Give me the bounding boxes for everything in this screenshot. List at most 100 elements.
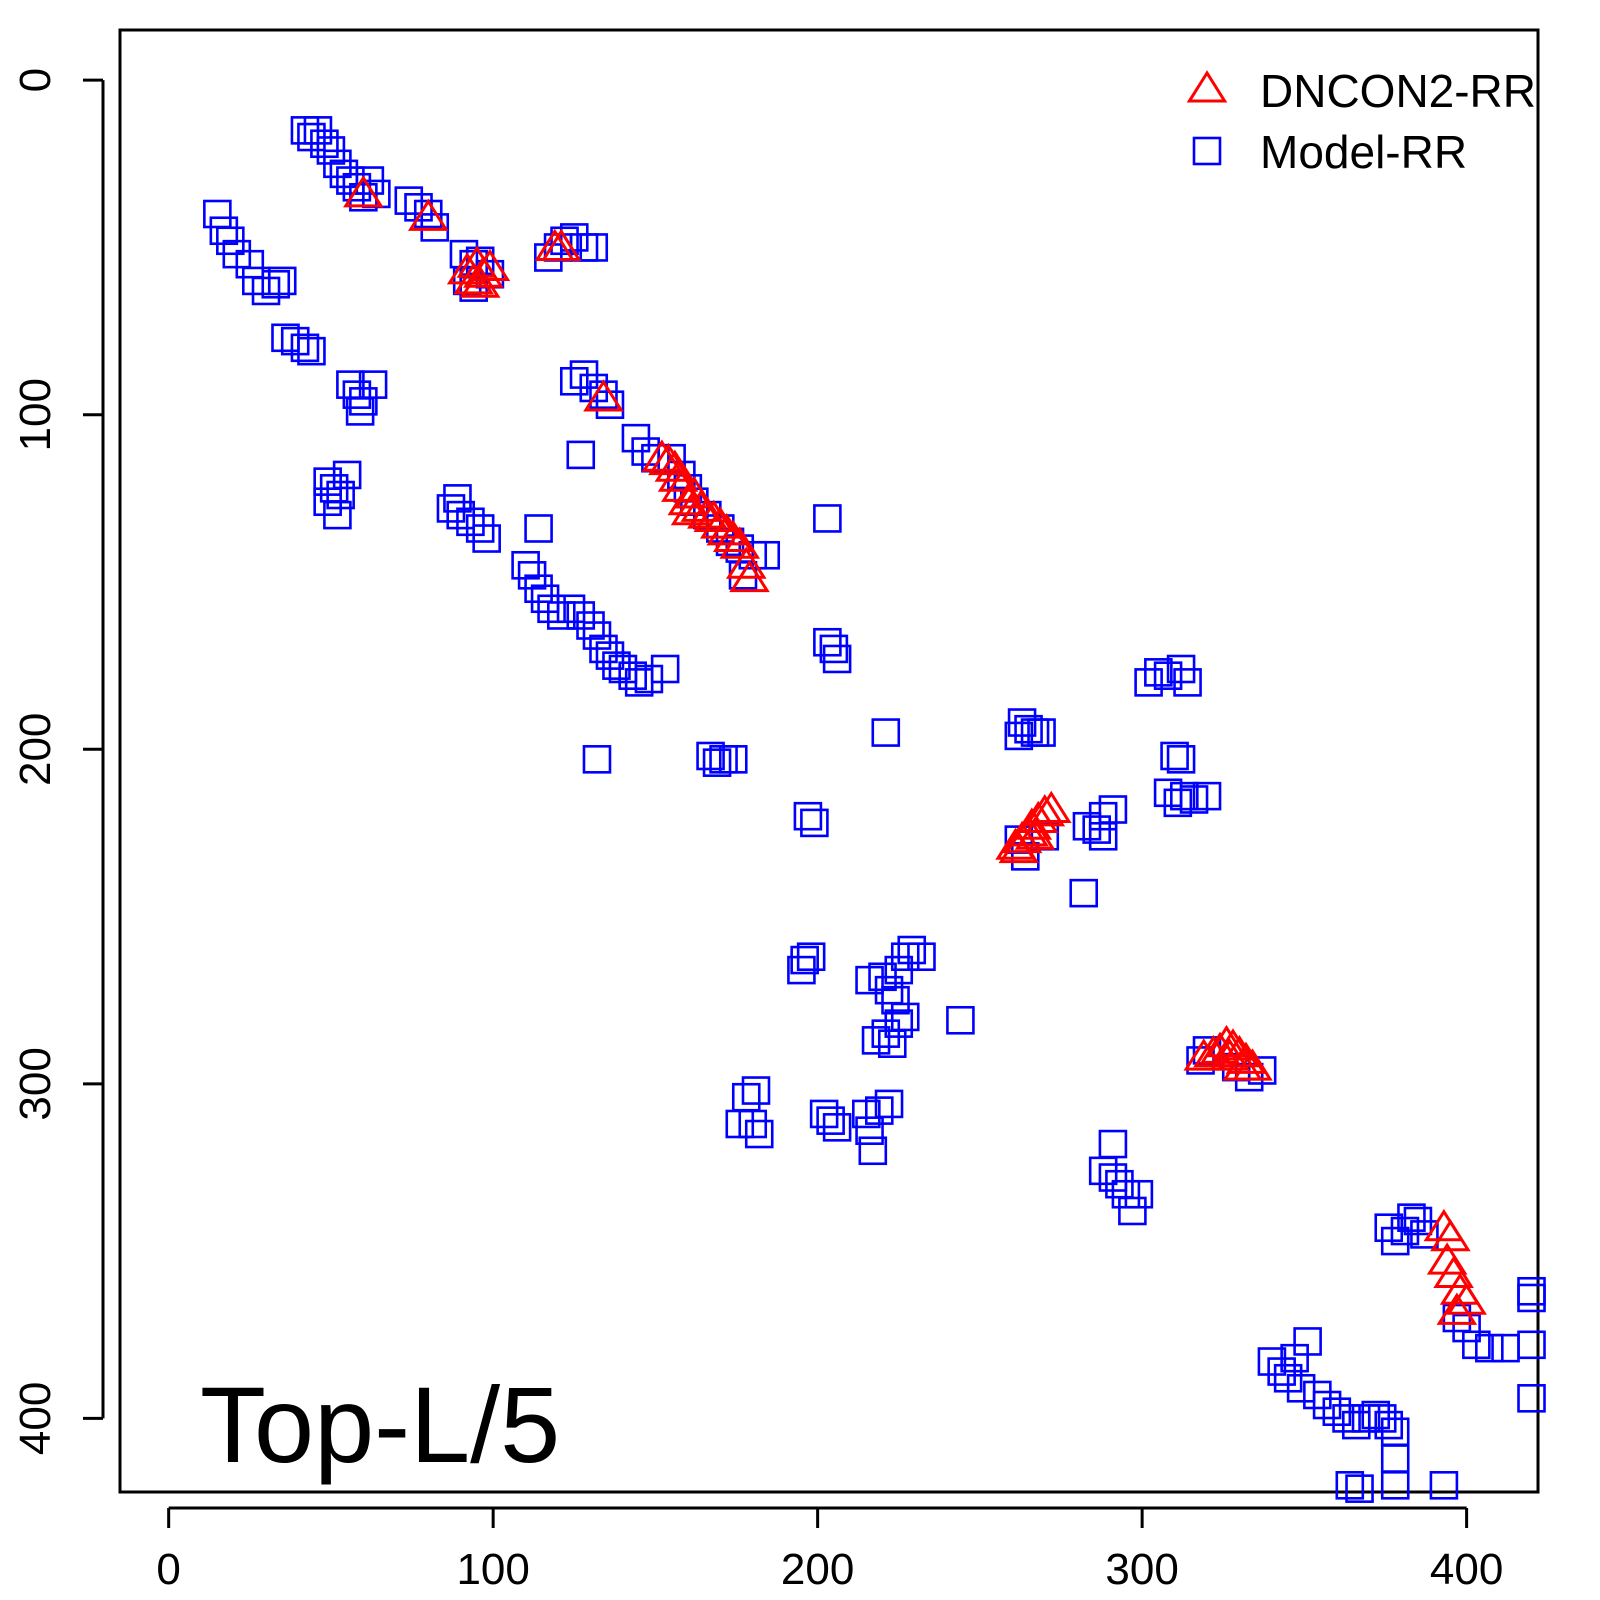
model-rr-point [342, 380, 372, 409]
x-axis: 0 100 200 300 400 [156, 1506, 1503, 1594]
x-tick-label: 400 [1430, 1545, 1503, 1594]
model-rr-point [1380, 1471, 1410, 1500]
model-rr-point [290, 333, 320, 363]
model-rr-point [1144, 658, 1173, 687]
model-rr-point [890, 1002, 920, 1032]
model-rr-point [864, 1096, 894, 1125]
dncon2-rr-point [706, 513, 748, 546]
model-rr-point [1517, 1283, 1546, 1313]
model-rr-point [1134, 668, 1163, 697]
model-rr-point [946, 1005, 975, 1035]
model-rr-point [731, 1082, 761, 1112]
model-rr-point [524, 514, 553, 543]
model-rr-point [332, 460, 362, 490]
model-rr-point [813, 627, 842, 657]
model-rr-point [881, 985, 910, 1015]
model-rr-point [323, 500, 352, 530]
model-rr-point [1303, 1380, 1332, 1410]
y-tick-label: 200 [11, 713, 60, 786]
dncon2-rr-point [1222, 1048, 1264, 1081]
model-rr-point [1098, 795, 1128, 824]
model-rr-point [1410, 1220, 1439, 1249]
dncon2-rr-point [1436, 1292, 1478, 1325]
model-rr-point [576, 611, 605, 640]
model-rr-point [1192, 781, 1222, 811]
model-rr-point [1163, 788, 1193, 818]
dncon2-rr-point [657, 459, 699, 492]
plot-frame [118, 28, 1540, 1494]
model-rr-point [1374, 1410, 1404, 1440]
model-rr-point [1027, 718, 1056, 747]
model-rr-point [1004, 721, 1034, 751]
legend-label-model: Model-RR [1260, 126, 1467, 178]
legend-triangle-icon [1186, 70, 1228, 103]
model-rr-point [1069, 878, 1099, 908]
model-rr-point [1517, 1384, 1546, 1413]
model-rr-point [566, 601, 596, 630]
model-rr-point [550, 226, 579, 256]
model-rr-point [1098, 1129, 1128, 1159]
data-points [203, 116, 1546, 1503]
model-rr-point [1173, 668, 1202, 697]
legend-label-dncon2: DNCON2-RR [1260, 65, 1536, 117]
model-rr-point [871, 718, 901, 747]
model-rr-point [1257, 1347, 1287, 1376]
model-rr-point [579, 233, 609, 262]
model-rr-point [511, 550, 540, 580]
model-rr-point [261, 269, 291, 299]
model-rr-point [1517, 1276, 1546, 1306]
model-rr-point [744, 1119, 774, 1149]
y-tick-label: 0 [11, 68, 60, 92]
model-rr-point [1429, 1471, 1459, 1500]
model-rr-point [1088, 821, 1118, 851]
dncon2-rr-point [1219, 1034, 1260, 1068]
dncon2-rr-point [463, 255, 504, 288]
model-rr-point [1293, 1327, 1322, 1356]
y-tick-label: 400 [11, 1382, 60, 1455]
dncon2-rr-point [1014, 817, 1056, 850]
dncon2-rr-point [712, 519, 754, 553]
model-rr-point [741, 1076, 771, 1105]
model-rr-point [855, 1116, 884, 1145]
model-rr-point [1088, 801, 1118, 831]
model-rr-point [566, 440, 596, 470]
x-tick-label: 0 [156, 1545, 180, 1594]
model-rr-point [890, 942, 920, 972]
model-rr-point [793, 801, 823, 831]
model-rr-point [1124, 1179, 1154, 1209]
legend: DNCON2-RR Model-RR [1186, 65, 1536, 178]
model-rr-point [702, 748, 732, 777]
model-rr-point [297, 336, 326, 366]
model-rr-point [1166, 745, 1196, 774]
model-rr-point [858, 1136, 888, 1166]
model-rr-point [1491, 1333, 1520, 1363]
model-rr-point [874, 975, 904, 1005]
dncon2-rr-point [725, 546, 767, 579]
model-rr-point [1286, 1373, 1316, 1403]
x-tick-label: 300 [1105, 1545, 1178, 1594]
y-tick-label: 300 [11, 1047, 60, 1120]
model-rr-point [235, 249, 265, 279]
model-rr-point [822, 1113, 852, 1142]
panel-annotation: Top-L/5 [200, 1364, 560, 1485]
model-rr-point [816, 1106, 845, 1135]
model-rr-point [602, 651, 631, 680]
model-rr-point [251, 276, 281, 306]
model-rr-point [1475, 1333, 1504, 1363]
model-rr-point [1160, 741, 1189, 771]
model-rr-point [822, 644, 852, 674]
model-rr-point [1335, 1471, 1365, 1500]
model-rr-point [267, 266, 297, 296]
model-rr-point [582, 745, 612, 774]
model-rr-point [537, 594, 566, 624]
dncon2-rr-point [674, 476, 715, 509]
model-rr-point [1072, 811, 1102, 841]
model-rr-point [634, 664, 664, 694]
dncon2-rr-point [648, 442, 689, 476]
model-rr-point [800, 808, 829, 838]
model-rr-point [813, 504, 842, 533]
model-rr-point [1517, 1330, 1546, 1360]
dncon2-rr-point [343, 175, 384, 208]
model-rr-point [1118, 1196, 1147, 1226]
